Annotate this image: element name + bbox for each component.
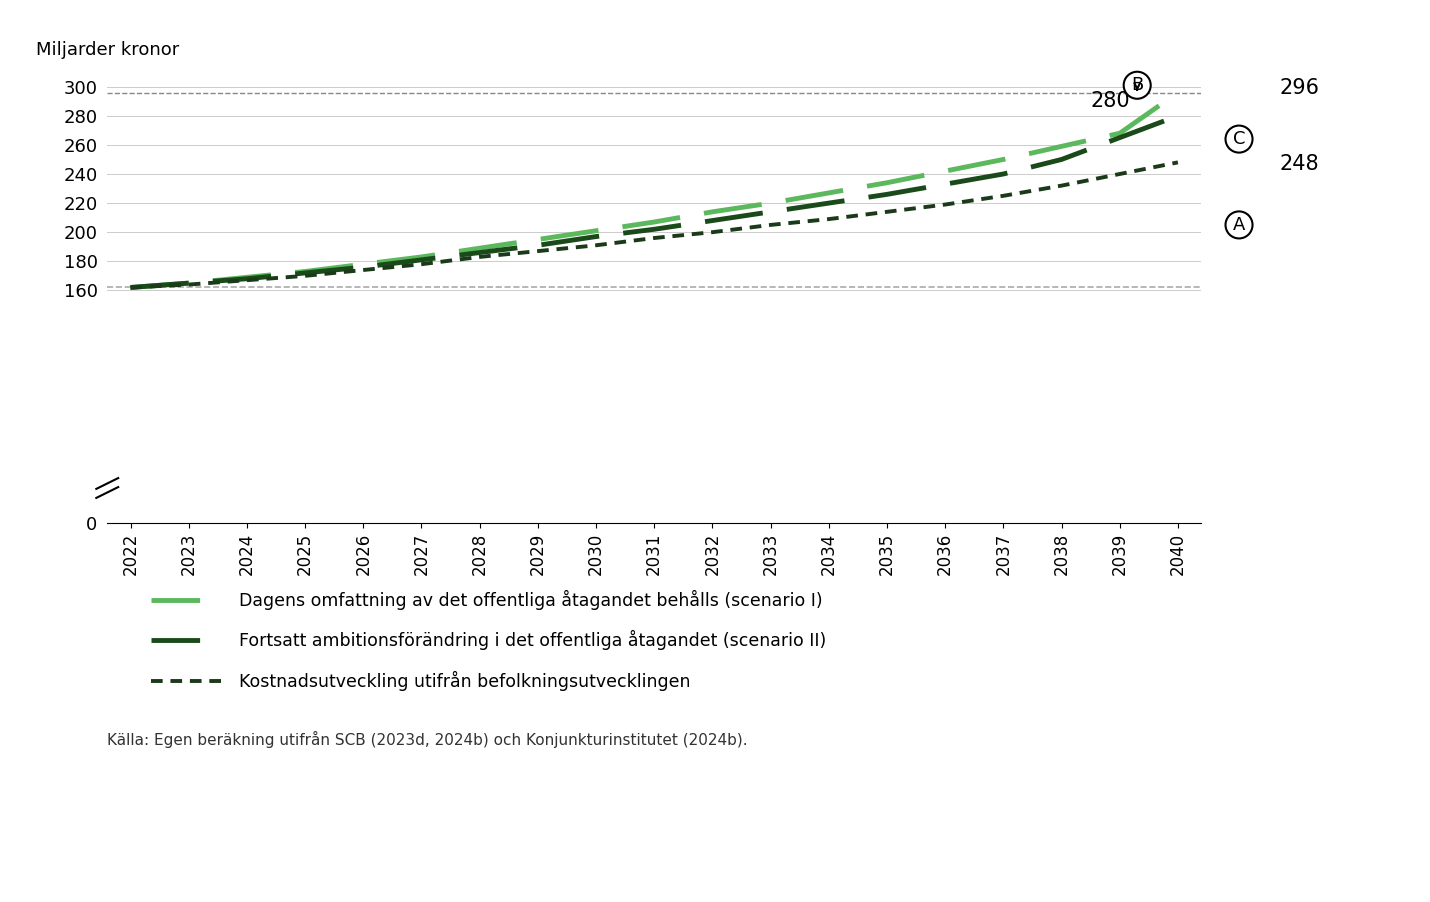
Text: B: B — [1131, 77, 1144, 94]
Text: C: C — [1233, 130, 1246, 148]
Text: 248: 248 — [1280, 154, 1320, 174]
Text: Dagens omfattning av det offentliga åtagandet behålls (scenario I): Dagens omfattning av det offentliga åtag… — [239, 590, 822, 610]
Text: 296: 296 — [1280, 78, 1320, 98]
Text: Kostnadsutveckling utifrån befolkningsutvecklingen: Kostnadsutveckling utifrån befolkningsut… — [239, 671, 691, 691]
Text: Källa: Egen beräkning utifrån SCB (2023d, 2024b) och Konjunkturinstitutet (2024b: Källa: Egen beräkning utifrån SCB (2023d… — [107, 731, 748, 748]
Text: Fortsatt ambitionsförändring i det offentliga åtagandet (scenario II): Fortsatt ambitionsförändring i det offen… — [239, 630, 825, 650]
Text: 280: 280 — [1091, 91, 1130, 112]
Text: Miljarder kronor: Miljarder kronor — [36, 41, 179, 59]
Text: A: A — [1233, 216, 1246, 234]
